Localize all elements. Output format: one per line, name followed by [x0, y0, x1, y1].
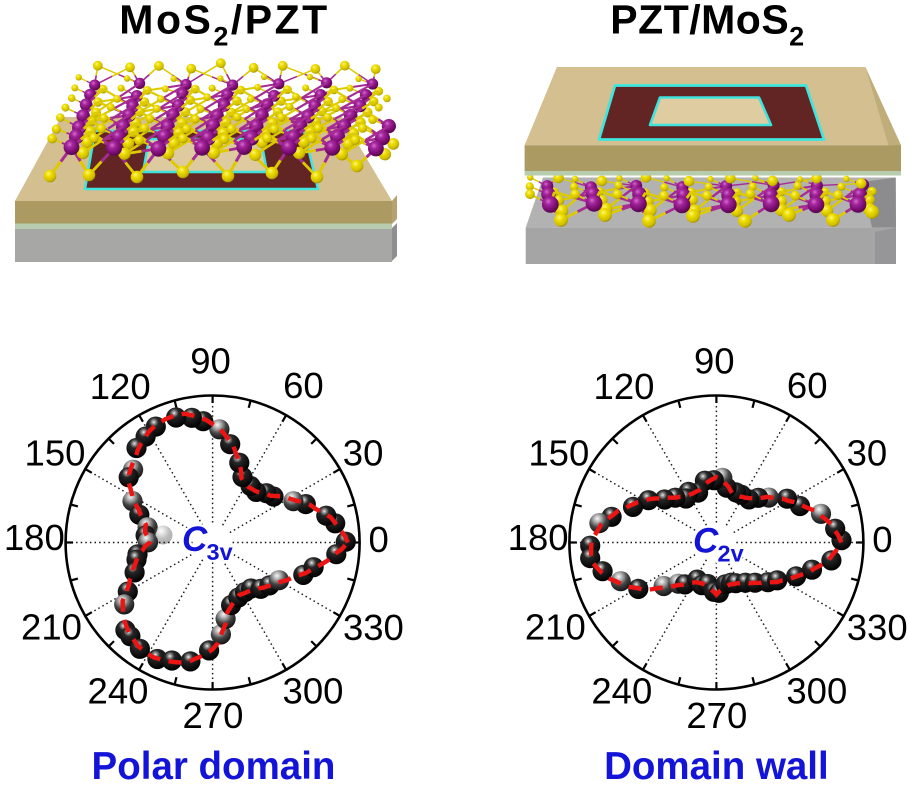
svg-text:60: 60 [787, 365, 828, 406]
svg-text:180: 180 [508, 517, 569, 558]
svg-text:120: 120 [594, 366, 655, 407]
svg-text:0: 0 [368, 519, 388, 560]
svg-text:90: 90 [190, 340, 231, 381]
svg-text:150: 150 [25, 432, 86, 473]
svg-text:300: 300 [283, 671, 344, 712]
svg-text:210: 210 [525, 606, 586, 647]
svg-text:30: 30 [847, 433, 888, 474]
svg-text:300: 300 [786, 671, 847, 712]
svg-text:3v: 3v [207, 539, 233, 565]
svg-text:150: 150 [528, 432, 589, 473]
svg-text:270: 270 [686, 695, 747, 736]
svg-text:330: 330 [847, 607, 908, 648]
svg-text:0: 0 [872, 519, 892, 560]
svg-text:C: C [693, 522, 719, 561]
svg-text:Domain wall: Domain wall [604, 745, 829, 786]
svg-text:Polar domain: Polar domain [92, 745, 336, 786]
svg-text:60: 60 [283, 365, 324, 406]
svg-text:120: 120 [90, 366, 151, 407]
svg-text:330: 330 [343, 607, 404, 648]
svg-text:30: 30 [343, 433, 384, 474]
svg-text:240: 240 [591, 671, 652, 712]
svg-text:210: 210 [21, 606, 82, 647]
svg-text:C: C [182, 520, 208, 559]
svg-text:2v: 2v [718, 541, 744, 567]
svg-text:180: 180 [4, 517, 65, 558]
svg-text:270: 270 [183, 695, 244, 736]
svg-text:240: 240 [88, 671, 149, 712]
svg-text:90: 90 [694, 340, 735, 381]
